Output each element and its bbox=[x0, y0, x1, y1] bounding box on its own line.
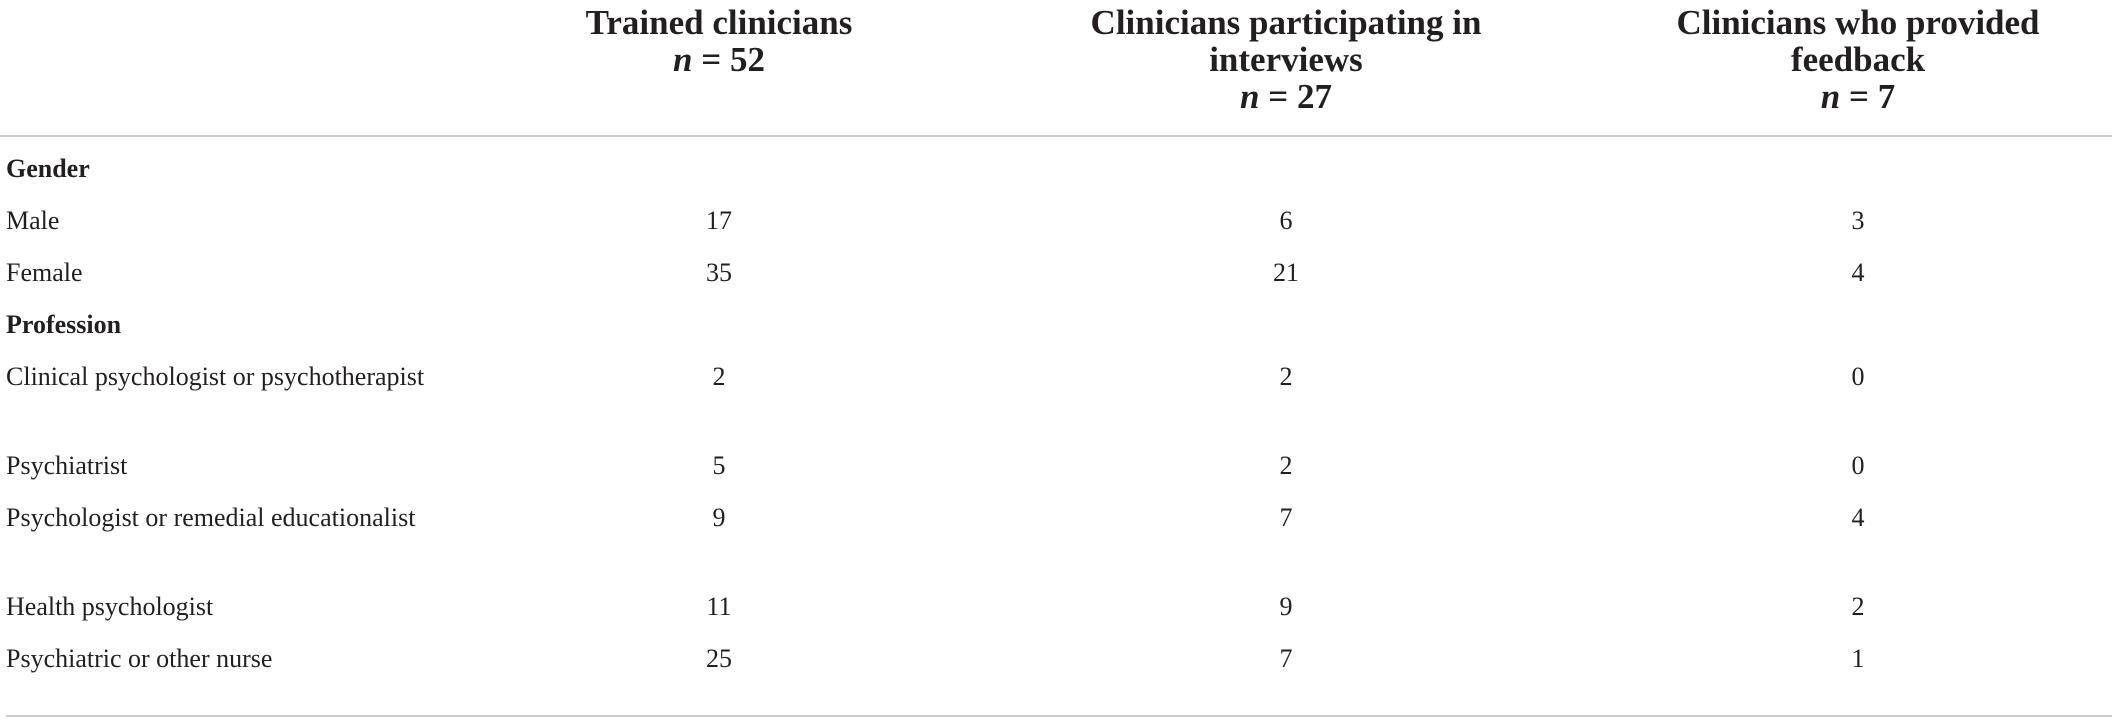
clinician-characteristics-table: Trained clinicians n = 52 Clinicians par… bbox=[0, 0, 2112, 689]
cell-trained: 17 bbox=[706, 206, 732, 235]
cell-feedback: 1 bbox=[1851, 644, 1865, 673]
section-heading: Profession bbox=[6, 310, 122, 339]
row-label: Psychiatrist bbox=[6, 451, 128, 480]
cell-interviews: 6 bbox=[1279, 206, 1293, 235]
cell-interviews: 21 bbox=[1273, 258, 1299, 287]
table-bottom-rule bbox=[6, 715, 2112, 717]
cell-trained: 11 bbox=[706, 592, 732, 621]
cell-feedback: 0 bbox=[1851, 362, 1865, 391]
cell-interviews: 7 bbox=[1279, 503, 1293, 532]
table-row: Clinical psychologist or psychotherapist… bbox=[0, 345, 2112, 434]
cell-interviews: 9 bbox=[1279, 592, 1293, 621]
header-cell-feedback-clinicians: Clinicians who provided feedback n = 7 bbox=[1604, 0, 2112, 137]
section-heading: Gender bbox=[6, 154, 90, 183]
header-cell-trained-clinicians: Trained clinicians n = 52 bbox=[470, 0, 938, 137]
table-row: Psychiatrist 5 2 0 bbox=[0, 434, 2112, 486]
table-row: Psychologist or remedial educationalist … bbox=[0, 486, 2112, 575]
table-header: Trained clinicians n = 52 Clinicians par… bbox=[0, 0, 2112, 137]
row-label: Psychiatric or other nurse bbox=[6, 644, 273, 673]
table-row: Male 17 6 3 bbox=[0, 189, 2112, 241]
table-row: Female 35 21 4 bbox=[0, 241, 2112, 293]
row-label: Health psychologist bbox=[6, 592, 214, 621]
header-n-count: n = 52 bbox=[673, 40, 765, 79]
cell-feedback: 2 bbox=[1851, 592, 1865, 621]
header-title: Clinicians participating in interviews bbox=[1090, 3, 1482, 79]
header-n-count: n = 27 bbox=[1240, 77, 1332, 116]
row-label: Female bbox=[6, 258, 83, 287]
row-label: Male bbox=[6, 206, 60, 235]
cell-feedback: 0 bbox=[1851, 451, 1865, 480]
table-body: Gender Male 17 6 3 Female 35 21 4 Profes… bbox=[0, 136, 2112, 689]
header-title: Clinicians who provided feedback bbox=[1676, 3, 2040, 79]
cell-feedback: 4 bbox=[1851, 503, 1865, 532]
table-row: Psychiatric or other nurse 25 7 1 bbox=[0, 627, 2112, 689]
row-label: Psychologist or remedial educationalist bbox=[6, 503, 416, 532]
section-heading-row: Profession bbox=[0, 293, 2112, 345]
header-cell-interview-clinicians: Clinicians participating in interviews n … bbox=[938, 0, 1604, 137]
cell-interviews: 2 bbox=[1279, 451, 1293, 480]
header-cell-label-column bbox=[0, 0, 470, 137]
cell-feedback: 4 bbox=[1851, 258, 1865, 287]
row-label: Clinical psychologist or psychotherapist bbox=[6, 362, 425, 391]
cell-trained: 5 bbox=[712, 451, 726, 480]
cell-trained: 9 bbox=[712, 503, 726, 532]
header-n-count: n = 7 bbox=[1820, 77, 1896, 116]
header-row: Trained clinicians n = 52 Clinicians par… bbox=[0, 0, 2112, 137]
table-row: Health psychologist 11 9 2 bbox=[0, 575, 2112, 627]
cell-trained: 2 bbox=[712, 362, 726, 391]
cell-trained: 35 bbox=[706, 258, 732, 287]
cell-interviews: 2 bbox=[1279, 362, 1293, 391]
section-heading-row: Gender bbox=[0, 136, 2112, 189]
cell-interviews: 7 bbox=[1279, 644, 1293, 673]
cell-feedback: 3 bbox=[1851, 206, 1865, 235]
cell-trained: 25 bbox=[706, 644, 732, 673]
header-title: Trained clinicians bbox=[585, 3, 853, 42]
